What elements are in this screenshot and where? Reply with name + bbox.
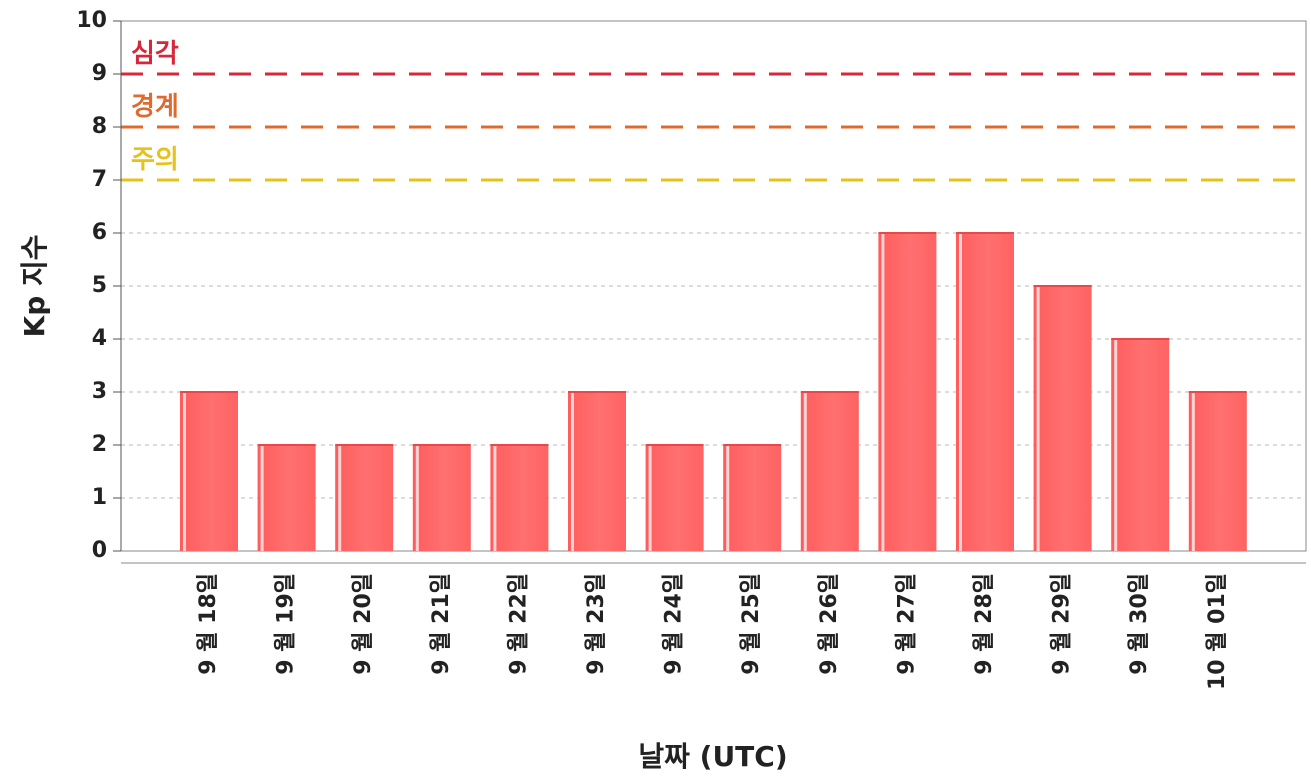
bar-body	[335, 445, 394, 551]
x-tick-label: 9 월 20일	[351, 573, 376, 675]
bar	[257, 444, 316, 551]
bar-body	[800, 392, 859, 551]
bar-body	[1111, 339, 1170, 551]
bar	[1033, 285, 1092, 551]
bar-highlight	[648, 445, 652, 551]
bar-body	[956, 233, 1014, 551]
bar	[645, 444, 704, 551]
bar	[180, 391, 238, 551]
bar-highlight	[493, 445, 497, 551]
x-tick-label: 9 월 24일	[662, 573, 687, 675]
bar-highlight	[1191, 392, 1195, 551]
bar-highlight	[338, 445, 342, 551]
bars	[180, 232, 1247, 551]
x-tick-label: 9 월 25일	[739, 573, 764, 675]
y-tick-label: 2	[92, 432, 107, 457]
bar	[1111, 338, 1170, 551]
gridlines	[121, 232, 1306, 499]
bar-highlight	[881, 233, 885, 551]
x-tick-label: 9 월 29일	[1050, 573, 1075, 675]
bar-body	[645, 445, 704, 551]
y-tick-label: 6	[92, 220, 107, 245]
bar	[723, 444, 782, 551]
bar-highlight	[415, 445, 419, 551]
bar	[412, 444, 471, 551]
x-tick-label: 9 월 19일	[274, 573, 299, 675]
x-axis-title: 날짜 (UTC)	[638, 740, 787, 773]
x-tick-label: 10 월 01일	[1205, 573, 1230, 690]
bar-body	[180, 392, 238, 551]
bar-body	[1188, 392, 1247, 551]
y-tick-label: 5	[92, 273, 107, 298]
y-axis-title: Kp 지수	[18, 234, 51, 337]
y-tick-label: 8	[92, 114, 107, 139]
bar-highlight	[959, 233, 962, 551]
bar-highlight	[1036, 286, 1040, 551]
bar-highlight	[260, 445, 264, 551]
bar-body	[490, 445, 549, 551]
bar-highlight	[571, 392, 574, 551]
threshold-label: 주의	[131, 145, 179, 175]
bar-body	[568, 392, 626, 551]
x-tick-labels: 9 월 18일 9 월 19일 9 월 20일 9 월 21일 9 월 22일 9 월 2…	[196, 573, 1230, 690]
bar-highlight	[726, 445, 730, 551]
bar	[800, 391, 859, 551]
bar-highlight	[1114, 339, 1118, 551]
bar	[335, 444, 394, 551]
bar-highlight	[183, 392, 186, 551]
x-tick-label: 9 월 27일	[894, 573, 919, 675]
bar	[956, 232, 1014, 551]
bar	[1188, 391, 1247, 551]
y-tick-label: 9	[92, 61, 107, 86]
bar-body	[1033, 286, 1092, 551]
y-tick-label: 7	[92, 167, 107, 192]
y-tick-label: 4	[92, 326, 107, 351]
bar	[568, 391, 626, 551]
y-tick-label: 10	[76, 8, 107, 33]
x-tick-label: 9 월 28일	[972, 573, 997, 675]
x-tick-label: 9 월 23일	[584, 573, 609, 675]
bar-highlight	[803, 392, 807, 551]
bar-body	[257, 445, 316, 551]
y-tick-labels: 0 1 2 3 4 5 6 7 8 9 10	[76, 8, 121, 563]
threshold-label: 경계	[131, 92, 179, 122]
bar	[878, 232, 937, 551]
x-tick-label: 9 월 26일	[817, 573, 842, 675]
y-tick-label: 3	[92, 379, 107, 404]
bar-body	[412, 445, 471, 551]
bar-body	[878, 233, 937, 551]
threshold-label: 심각	[131, 39, 179, 69]
x-tick-label: 9 월 18일	[196, 573, 221, 675]
x-tick-label: 9 월 21일	[429, 573, 454, 675]
y-tick-label: 0	[92, 538, 107, 563]
x-tick-label: 9 월 30일	[1127, 573, 1152, 675]
x-tick-label: 9 월 22일	[506, 573, 531, 675]
y-tick-label: 1	[92, 485, 107, 510]
bar	[490, 444, 549, 551]
bar-body	[723, 445, 782, 551]
